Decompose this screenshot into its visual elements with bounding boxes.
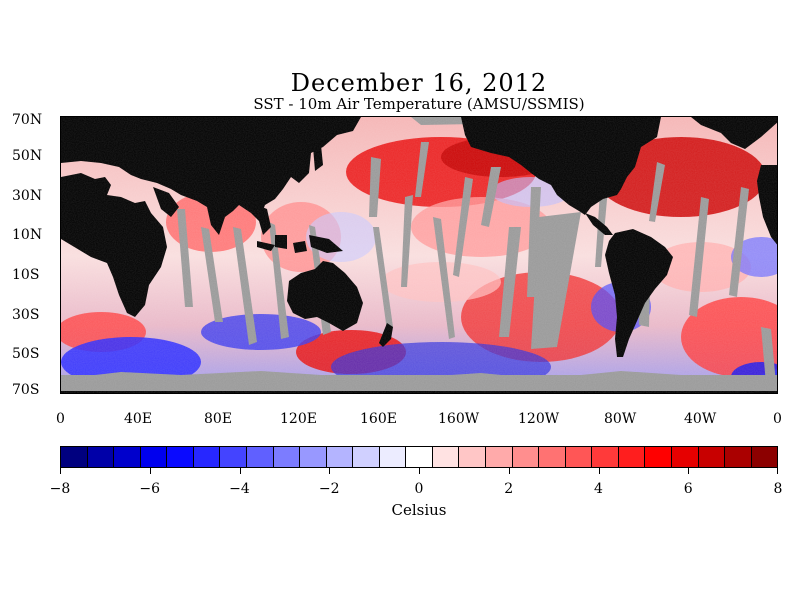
map-title: December 16, 2012 [290, 69, 548, 97]
colorbar-segment [592, 447, 619, 467]
colorbar-tick [688, 468, 690, 474]
sst-anomaly-map [60, 116, 778, 394]
lon-label-0-left: 0 [56, 411, 65, 427]
colorbar-segment [459, 447, 486, 467]
lat-label-30s: 30S [12, 307, 40, 323]
lon-label-40w: 40W [684, 411, 717, 427]
colorbar-segment [698, 447, 726, 467]
map-canvas [61, 117, 777, 393]
lat-label-70n: 70N [12, 112, 43, 128]
lon-label-0-right: 0 [773, 411, 782, 427]
lon-label-160w: 160W [438, 411, 480, 427]
lon-label-80e: 80E [204, 411, 233, 427]
colorbar-segment [326, 447, 354, 467]
lat-label-10n: 10N [12, 227, 43, 243]
colorbar-segment [220, 447, 247, 467]
lon-label-80w: 80W [604, 411, 637, 427]
colorbar-tick-label: 6 [683, 481, 693, 497]
colorbar-segment [300, 447, 327, 467]
colorbar-segment [671, 447, 699, 467]
colorbar-tick [508, 468, 510, 474]
colorbar-segment [565, 447, 593, 467]
colorbar-segment [353, 447, 380, 467]
lat-label-50s: 50S [12, 346, 40, 362]
colorbar-segment [618, 447, 646, 467]
colorbar-tick [239, 468, 241, 474]
lon-label-160e: 160E [360, 411, 397, 427]
colorbar-segment [87, 447, 115, 467]
data-texture [61, 117, 777, 393]
colorbar-tick-label: −8 [49, 481, 71, 497]
colorbar-tick-label: −2 [318, 481, 340, 497]
lat-label-50n: 50N [12, 148, 43, 164]
colorbar-segment [645, 447, 672, 467]
colorbar-segment [167, 447, 194, 467]
colorbar-segment [725, 447, 752, 467]
map-subtitle: SST - 10m Air Temperature (AMSU/SSMIS) [253, 95, 585, 113]
colorbar-segment [512, 447, 540, 467]
colorbar-segment [140, 447, 168, 467]
colorbar-segment [273, 447, 301, 467]
colorbar-segment [539, 447, 566, 467]
colorbar-tick [598, 468, 600, 474]
lat-label-70s: 70S [12, 382, 40, 398]
lon-label-120e: 120E [280, 411, 317, 427]
colorbar-tick [149, 468, 151, 474]
colorbar-segment [379, 447, 407, 467]
colorbar-tick-label: 4 [594, 481, 603, 497]
colorbar-tick-label: 2 [504, 481, 514, 497]
colorbar-unit-label: Celsius [391, 501, 447, 519]
colorbar-segment [486, 447, 513, 467]
colorbar-tick [777, 468, 778, 474]
colorbar-segment [406, 447, 433, 467]
colorbar-tick-label: 8 [773, 481, 783, 497]
colorbar-segment [246, 447, 274, 467]
colorbar-segment [114, 447, 141, 467]
lon-label-120w: 120W [518, 411, 560, 427]
lat-label-30n: 30N [12, 188, 43, 204]
colorbar-segment [61, 447, 88, 467]
colorbar-tick [419, 468, 420, 474]
lon-label-40e: 40E [124, 411, 153, 427]
colorbar [60, 446, 778, 468]
colorbar-segment [432, 447, 460, 467]
colorbar-tick-label: −6 [139, 481, 161, 497]
colorbar-segment [193, 447, 221, 467]
colorbar-tick-label: 0 [414, 481, 424, 497]
colorbar-tick [329, 468, 331, 474]
colorbar-segment [751, 447, 778, 467]
colorbar-tick-label: −4 [229, 481, 250, 497]
colorbar-tick [60, 468, 61, 474]
lat-label-10s: 10S [12, 267, 40, 283]
